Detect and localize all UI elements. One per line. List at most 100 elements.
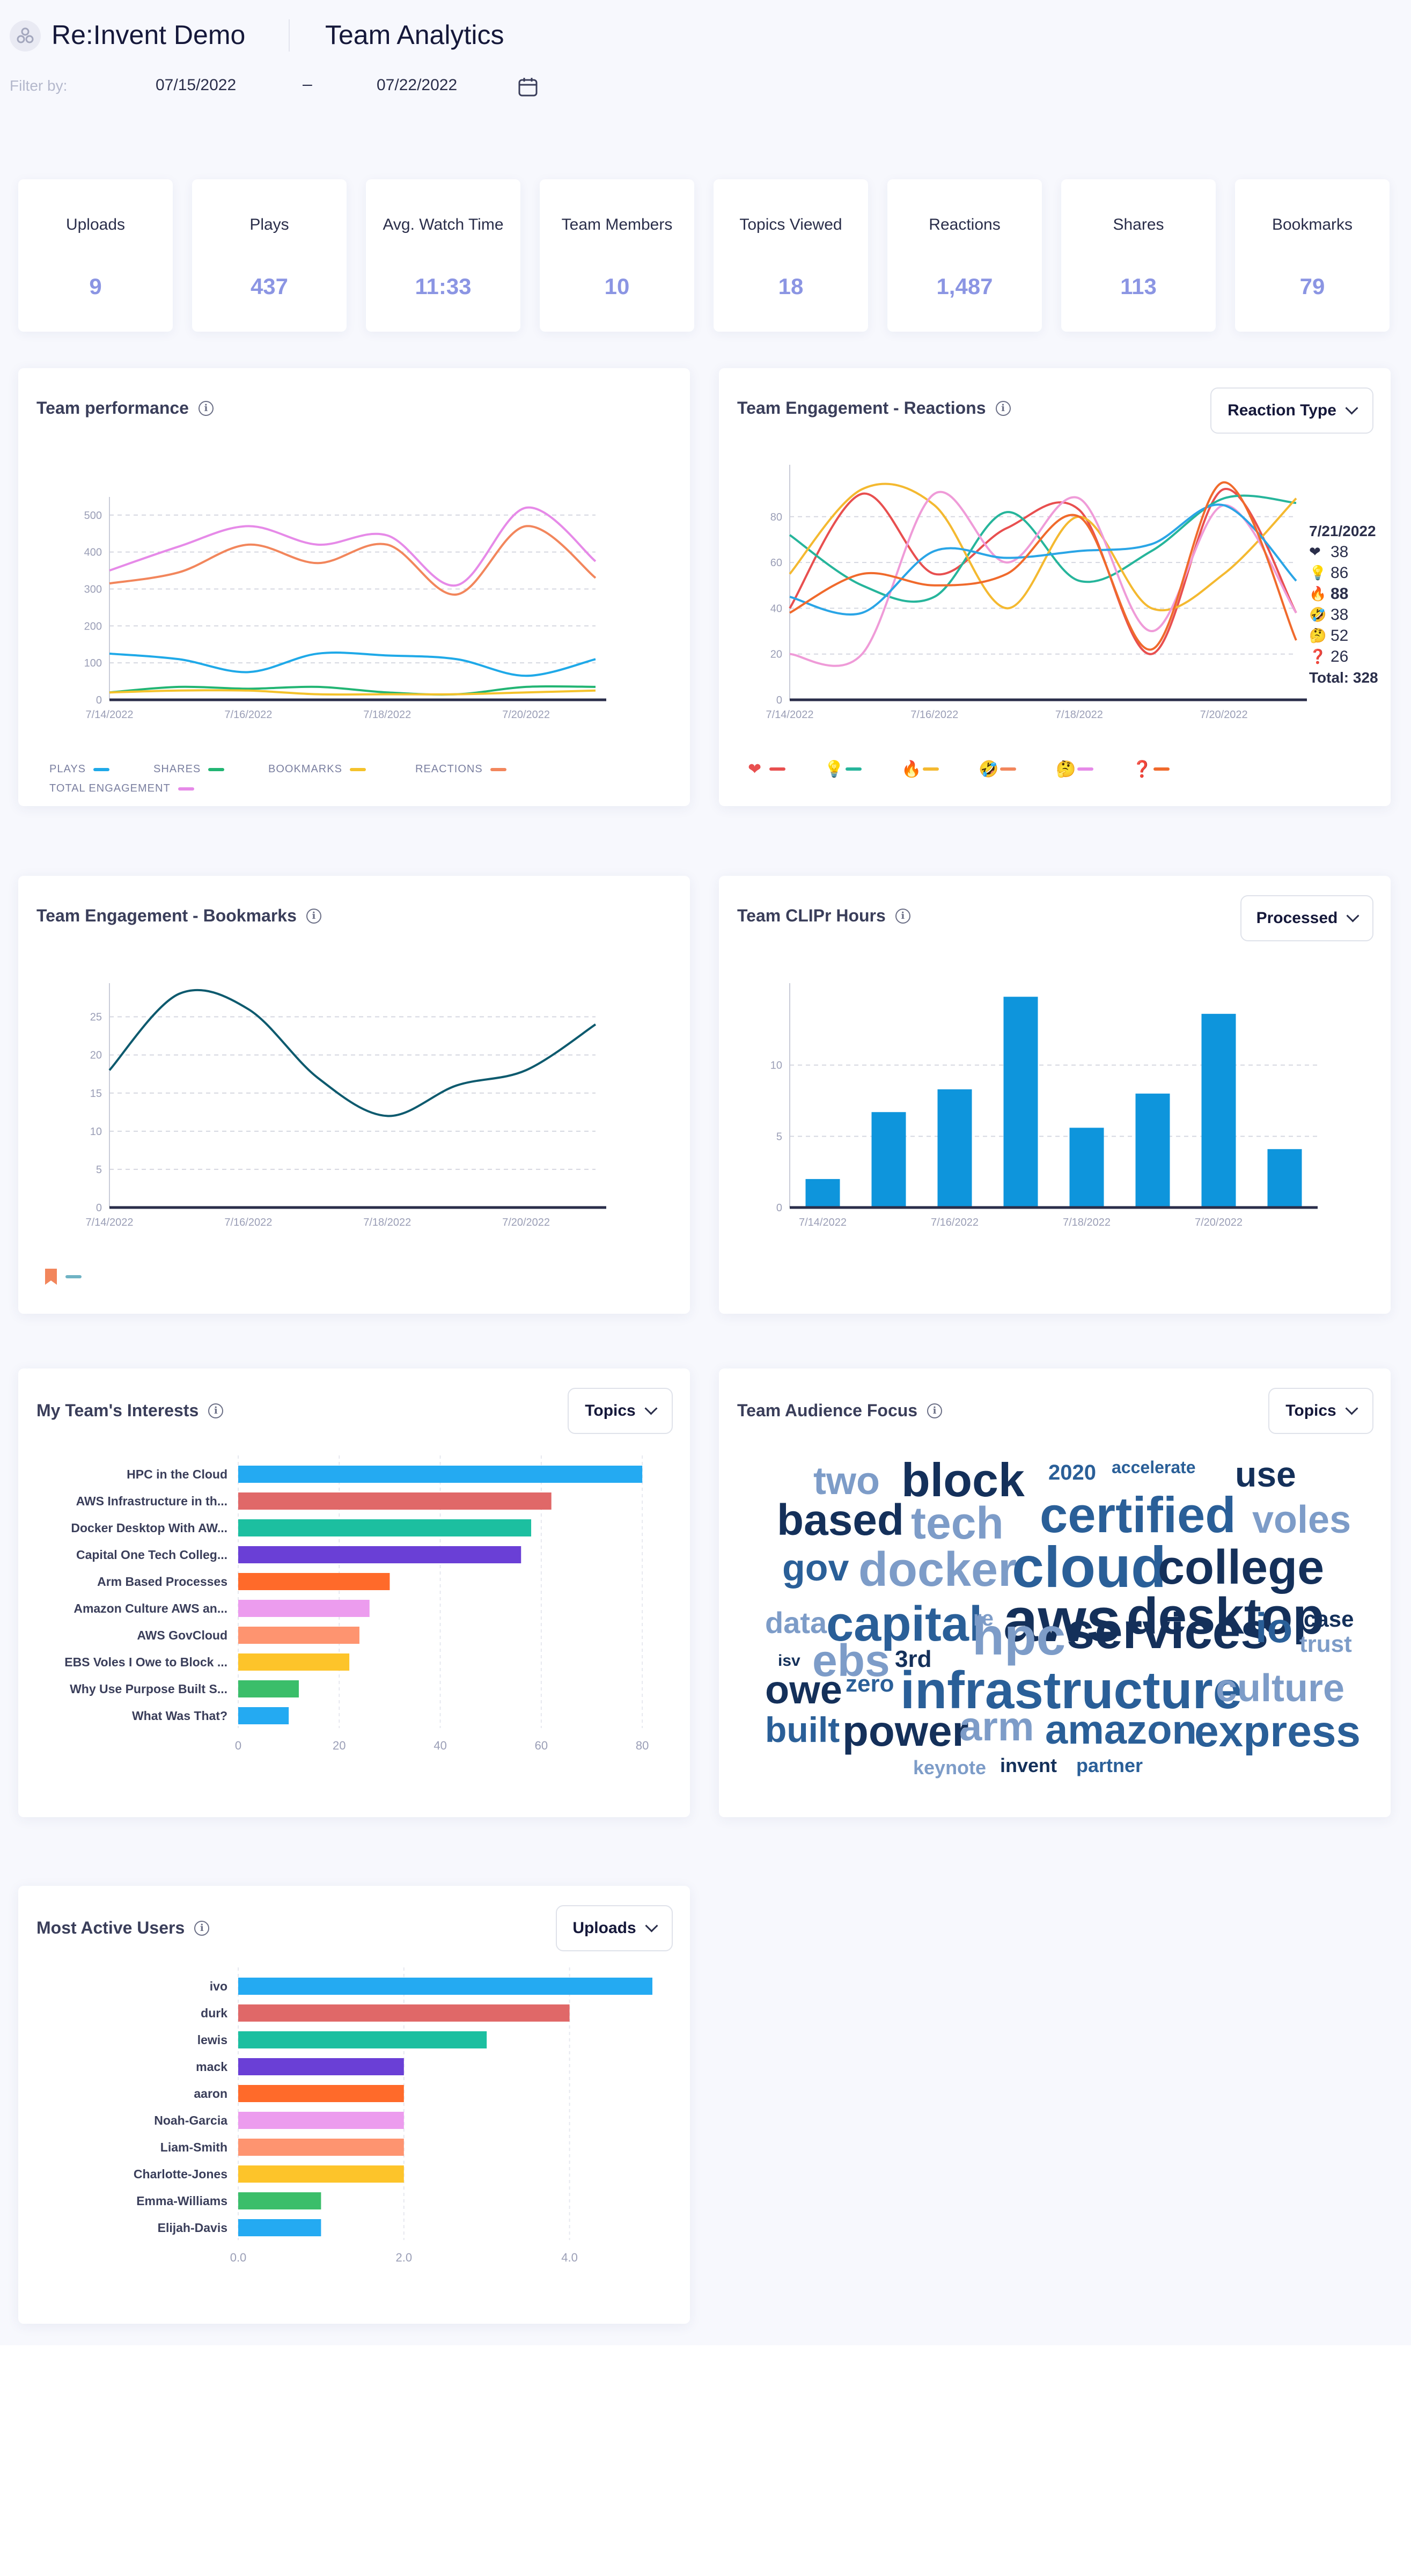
word-cloud-word[interactable]: cloud — [1012, 1534, 1166, 1599]
legend-swatch — [769, 767, 785, 771]
legend-item-reactions[interactable]: REACTIONS — [415, 763, 506, 775]
word-cloud-word[interactable]: hpc — [972, 1607, 1066, 1666]
word-cloud-word[interactable]: trust — [1299, 1631, 1352, 1657]
info-icon[interactable]: i — [198, 400, 214, 416]
info-icon[interactable]: i — [995, 400, 1011, 416]
word-cloud-word[interactable]: infrastructure — [900, 1660, 1243, 1719]
word-cloud-word[interactable]: accelerate — [1112, 1458, 1196, 1477]
legend-item-plays[interactable]: PLAYS — [49, 763, 109, 775]
word-cloud-word[interactable]: partner — [1076, 1754, 1143, 1776]
y-tick-label: 40 — [770, 603, 782, 614]
word-cloud-word[interactable]: case — [1304, 1606, 1354, 1631]
legend-swatch — [65, 1275, 82, 1278]
kpi-label: Uploads — [65, 216, 126, 233]
word-cloud-word[interactable]: capital — [826, 1597, 983, 1651]
info-icon[interactable]: i — [895, 908, 910, 924]
uploads-dropdown[interactable]: Uploads — [556, 1905, 673, 1951]
tooltip-date: 7/21/2022 — [1309, 522, 1376, 539]
info-icon[interactable]: i — [306, 908, 321, 924]
kpi-value: 11:33 — [415, 274, 472, 299]
word-cloud-word[interactable]: express — [1194, 1707, 1361, 1756]
tooltip-value: 52 — [1331, 626, 1349, 645]
legend-item-total-engagement[interactable]: TOTAL ENGAGEMENT — [49, 782, 194, 795]
kpi-value: 9 — [89, 274, 102, 299]
tooltip-value: 86 — [1331, 564, 1349, 582]
word-cloud-word[interactable]: zero — [846, 1671, 894, 1697]
x-tick-label: 7/18/2022 — [363, 709, 411, 721]
y-tick-label: 400 — [84, 547, 102, 559]
bar — [238, 2004, 570, 2022]
processed-dropdown[interactable]: Processed — [1240, 895, 1373, 941]
word-cloud-word[interactable]: power — [842, 1707, 969, 1755]
word-cloud-word[interactable]: certified — [1040, 1487, 1236, 1543]
word-cloud-word[interactable]: voles — [1252, 1498, 1351, 1541]
bar — [238, 1978, 652, 1995]
tooltip-row: ❤ 38 — [1309, 541, 1411, 562]
word-cloud-word[interactable]: desktop — [1127, 1587, 1325, 1645]
card-title: Team performance i — [36, 398, 214, 418]
tooltip-row: ❓ 26 — [1309, 646, 1411, 667]
word-cloud-word[interactable]: amazon — [1045, 1707, 1197, 1753]
word-cloud-word[interactable]: culture — [1216, 1667, 1345, 1710]
legend-item-shares[interactable]: SHARES — [153, 763, 225, 775]
word-cloud-word[interactable]: gov — [782, 1547, 849, 1589]
bar — [238, 2058, 404, 2075]
word-cloud-word[interactable]: keynote — [913, 1757, 987, 1779]
x-tick-label: 7/14/2022 — [799, 1217, 847, 1228]
calendar-icon[interactable] — [517, 76, 539, 100]
word-cloud-word[interactable]: docker — [858, 1543, 1017, 1597]
y-tick-label: 0 — [776, 1202, 782, 1214]
audience-topics-dropdown[interactable]: Topics — [1268, 1388, 1373, 1434]
info-icon[interactable]: i — [194, 1920, 210, 1936]
word-cloud-word[interactable]: 2020 — [1048, 1461, 1096, 1484]
date-to-input[interactable]: 07/22/2022 — [377, 76, 458, 94]
team-bookmarks-chart: 0 5 10 15 20 25 7/14/2022 7/16/2022 7/18/2022 7/2… — [86, 983, 606, 1228]
interests-topics-dropdown[interactable]: Topics — [568, 1388, 673, 1434]
word-cloud-word[interactable]: use — [1235, 1454, 1296, 1494]
team-reactions-card: Team Engagement - Reactions i Reaction Ty… — [719, 368, 1391, 806]
reaction-type-dropdown[interactable]: Reaction Type — [1210, 387, 1373, 434]
category-label: aaron — [194, 2087, 227, 2101]
app-logo-icon[interactable] — [10, 20, 41, 52]
x-tick-label: 2.0 — [396, 2251, 413, 2264]
word-cloud-word[interactable]: 3rd — [895, 1646, 932, 1672]
date-from-input[interactable]: 07/15/2022 — [156, 76, 237, 94]
word-cloud-word[interactable]: data — [765, 1606, 827, 1640]
word-cloud-word[interactable]: ebs — [812, 1635, 890, 1686]
y-tick-label: 60 — [770, 557, 782, 569]
info-icon[interactable]: i — [208, 1403, 224, 1418]
legend-swatch — [1077, 767, 1093, 771]
word-cloud-word[interactable]: io — [1255, 1604, 1293, 1651]
team-performance-card: Team performance i 0 100 200 300 400 500 7/14/2… — [18, 368, 690, 806]
word-cloud-word[interactable]: isv — [778, 1652, 800, 1670]
word-cloud-word[interactable]: arm — [959, 1704, 1034, 1750]
kpi-uploads: Uploads 9 — [18, 179, 173, 332]
word-cloud-word[interactable]: block — [901, 1453, 1025, 1506]
bar — [238, 1492, 552, 1510]
kpi-value: 437 — [250, 274, 289, 299]
word-cloud-word[interactable]: services — [1067, 1602, 1269, 1659]
category-label: AWS GovCloud — [137, 1628, 227, 1642]
word-cloud-word[interactable]: two — [813, 1460, 880, 1503]
word-cloud-word[interactable]: re — [973, 1607, 994, 1630]
legend-swatch — [1000, 767, 1016, 771]
card-title: Most Active Users i — [36, 1918, 210, 1938]
word-cloud-word[interactable]: based — [777, 1496, 904, 1545]
legend-label: PLAYS — [49, 763, 86, 775]
card-title: Team CLIPr Hours i — [737, 906, 910, 926]
category-label: Charlotte-Jones — [134, 2167, 227, 2181]
word-cloud-word[interactable]: tech — [911, 1498, 1004, 1548]
bar — [1267, 1149, 1302, 1208]
word-cloud-word[interactable]: college — [1158, 1541, 1325, 1594]
legend-item-bookmarks[interactable]: BOOKMARKS — [268, 763, 366, 775]
x-tick-label: 7/20/2022 — [502, 1217, 550, 1228]
category-label: Emma-Williams — [136, 2194, 227, 2208]
word-cloud-word[interactable]: invent — [1000, 1754, 1057, 1776]
bar — [1069, 1128, 1104, 1208]
word-cloud-word[interactable]: aws — [1003, 1585, 1121, 1655]
category-label: What Was That? — [132, 1709, 227, 1723]
legend-item-bookmark[interactable] — [44, 1268, 82, 1286]
info-icon[interactable]: i — [927, 1403, 943, 1418]
word-cloud-word[interactable]: owe — [765, 1667, 842, 1712]
word-cloud-word[interactable]: built — [765, 1710, 840, 1750]
